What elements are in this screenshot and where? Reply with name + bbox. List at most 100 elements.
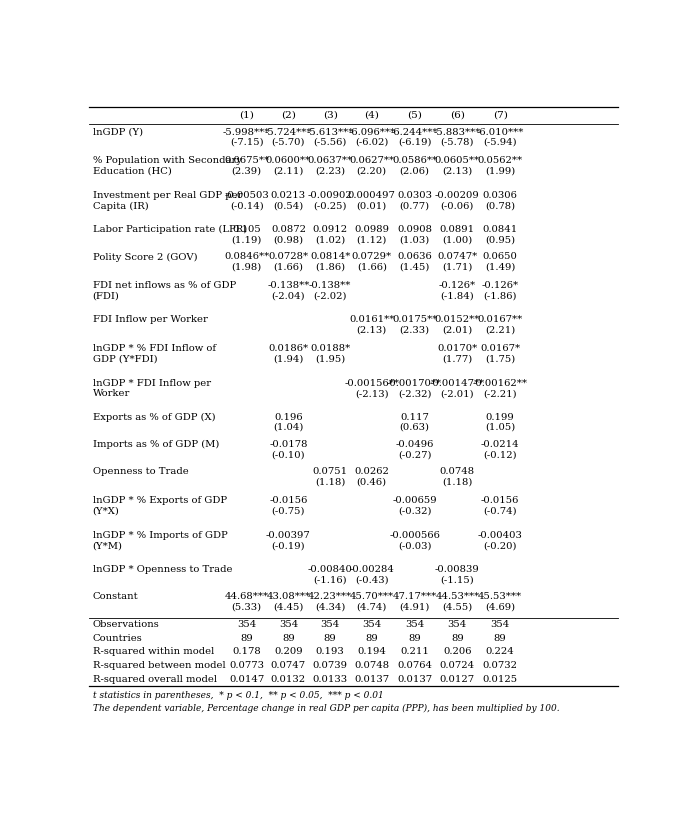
Text: (2.01): (2.01) (442, 325, 473, 334)
Text: Imports as % of GDP (M): Imports as % of GDP (M) (92, 440, 219, 449)
Text: (Y*X): (Y*X) (92, 506, 119, 515)
Text: -0.0496: -0.0496 (395, 440, 434, 449)
Text: (4.91): (4.91) (400, 602, 430, 611)
Text: (1.66): (1.66) (357, 263, 387, 272)
Text: 0.0724: 0.0724 (440, 661, 475, 670)
Text: (1.04): (1.04) (273, 423, 304, 432)
Text: (-5.78): (-5.78) (441, 138, 474, 147)
Text: (FDI): (FDI) (92, 292, 119, 301)
Text: 0.0167*: 0.0167* (480, 344, 520, 353)
Text: 0.0675**: 0.0675** (224, 156, 269, 165)
Text: (-0.10): (-0.10) (272, 450, 305, 459)
Text: (-0.20): (-0.20) (484, 541, 517, 550)
Text: (-5.94): (-5.94) (483, 138, 517, 147)
Text: 0.0739: 0.0739 (313, 661, 348, 670)
Text: 0.0747: 0.0747 (270, 661, 306, 670)
Text: (1.05): (1.05) (485, 423, 515, 432)
Text: 0.0167**: 0.0167** (477, 315, 523, 324)
Text: (2.11): (2.11) (273, 167, 304, 176)
Text: (-6.19): (-6.19) (398, 138, 431, 147)
Text: 354: 354 (279, 620, 298, 629)
Text: 0.0908: 0.0908 (397, 225, 432, 234)
Text: -0.00503: -0.00503 (224, 191, 269, 200)
Text: (2.06): (2.06) (400, 167, 430, 176)
Text: Capita (IR): Capita (IR) (92, 202, 148, 211)
Text: lnGDP * Openness to Trade: lnGDP * Openness to Trade (92, 565, 232, 574)
Text: (-0.12): (-0.12) (483, 450, 517, 459)
Text: (0.77): (0.77) (400, 202, 430, 211)
Text: -0.00147**: -0.00147** (430, 379, 485, 388)
Text: 45.70***: 45.70*** (350, 592, 394, 601)
Text: 0.0637**: 0.0637** (308, 156, 353, 165)
Text: 0.178: 0.178 (233, 647, 261, 656)
Text: 0.0747*: 0.0747* (437, 253, 477, 262)
Text: 0.0751: 0.0751 (313, 467, 348, 476)
Text: -0.00284: -0.00284 (349, 565, 394, 574)
Text: (1.18): (1.18) (315, 477, 345, 486)
Text: (0.98): (0.98) (273, 236, 304, 245)
Text: (1.71): (1.71) (442, 263, 473, 272)
Text: 0.0636: 0.0636 (397, 253, 432, 262)
Text: FDI net inflows as % of GDP: FDI net inflows as % of GDP (92, 281, 236, 290)
Text: 89: 89 (324, 633, 337, 642)
Text: (1): (1) (239, 111, 254, 120)
Text: (3): (3) (323, 111, 337, 120)
Text: 0.105: 0.105 (233, 225, 261, 234)
Text: R-squared overall model: R-squared overall model (92, 675, 217, 684)
Text: (1.45): (1.45) (400, 263, 430, 272)
Text: -0.00839: -0.00839 (435, 565, 480, 574)
Text: (-5.56): (-5.56) (313, 138, 347, 147)
Text: 44.53***: 44.53*** (435, 592, 480, 601)
Text: (2.39): (2.39) (232, 167, 262, 176)
Text: 89: 89 (408, 633, 421, 642)
Text: (-7.15): (-7.15) (230, 138, 264, 147)
Text: (0.01): (0.01) (357, 202, 387, 211)
Text: 354: 354 (320, 620, 339, 629)
Text: 0.206: 0.206 (443, 647, 472, 656)
Text: (-1.84): (-1.84) (440, 292, 474, 301)
Text: (1.19): (1.19) (231, 236, 262, 245)
Text: (2.33): (2.33) (400, 325, 430, 334)
Text: lnGDP (Y): lnGDP (Y) (92, 128, 143, 137)
Text: R-squared between model: R-squared between model (92, 661, 226, 670)
Text: -0.0178: -0.0178 (269, 440, 308, 449)
Text: 0.209: 0.209 (274, 647, 303, 656)
Text: -0.000566: -0.000566 (389, 531, 440, 540)
Text: (4.45): (4.45) (273, 602, 304, 611)
Text: (-0.19): (-0.19) (272, 541, 305, 550)
Text: 0.0188*: 0.0188* (310, 344, 351, 353)
Text: 0.0728*: 0.0728* (268, 253, 308, 262)
Text: (1.66): (1.66) (273, 263, 304, 272)
Text: -0.138**: -0.138** (309, 281, 351, 290)
Text: lnGDP * % FDI Inflow of: lnGDP * % FDI Inflow of (92, 344, 216, 353)
Text: (1.94): (1.94) (273, 354, 304, 363)
Text: 0.224: 0.224 (486, 647, 515, 656)
Text: 0.193: 0.193 (316, 647, 344, 656)
Text: 0.0989: 0.0989 (354, 225, 389, 234)
Text: (1.18): (1.18) (442, 477, 473, 486)
Text: 0.0732: 0.0732 (482, 661, 518, 670)
Text: -0.0156: -0.0156 (269, 496, 308, 505)
Text: 0.0133: 0.0133 (313, 675, 348, 684)
Text: 0.0161**: 0.0161** (349, 315, 395, 324)
Text: 0.0627**: 0.0627** (349, 156, 395, 165)
Text: (-2.32): (-2.32) (398, 389, 431, 398)
Text: (-2.04): (-2.04) (272, 292, 305, 301)
Text: -6.244***: -6.244*** (391, 128, 438, 137)
Text: 0.0137: 0.0137 (397, 675, 432, 684)
Text: (0.54): (0.54) (273, 202, 304, 211)
Text: 0.0748: 0.0748 (354, 661, 389, 670)
Text: (-1.16): (-1.16) (313, 575, 347, 584)
Text: 354: 354 (237, 620, 256, 629)
Text: -0.00170**: -0.00170** (387, 379, 442, 388)
Text: (0.78): (0.78) (485, 202, 515, 211)
Text: -0.00156**: -0.00156** (344, 379, 400, 388)
Text: (2.20): (2.20) (357, 167, 387, 176)
Text: (1.49): (1.49) (485, 263, 515, 272)
Text: -0.00397: -0.00397 (266, 531, 311, 540)
Text: Labor Participation rate (LPR): Labor Participation rate (LPR) (92, 225, 247, 234)
Text: (-0.06): (-0.06) (441, 202, 474, 211)
Text: 0.196: 0.196 (274, 412, 303, 421)
Text: 0.0748: 0.0748 (440, 467, 475, 476)
Text: 0.0137: 0.0137 (354, 675, 389, 684)
